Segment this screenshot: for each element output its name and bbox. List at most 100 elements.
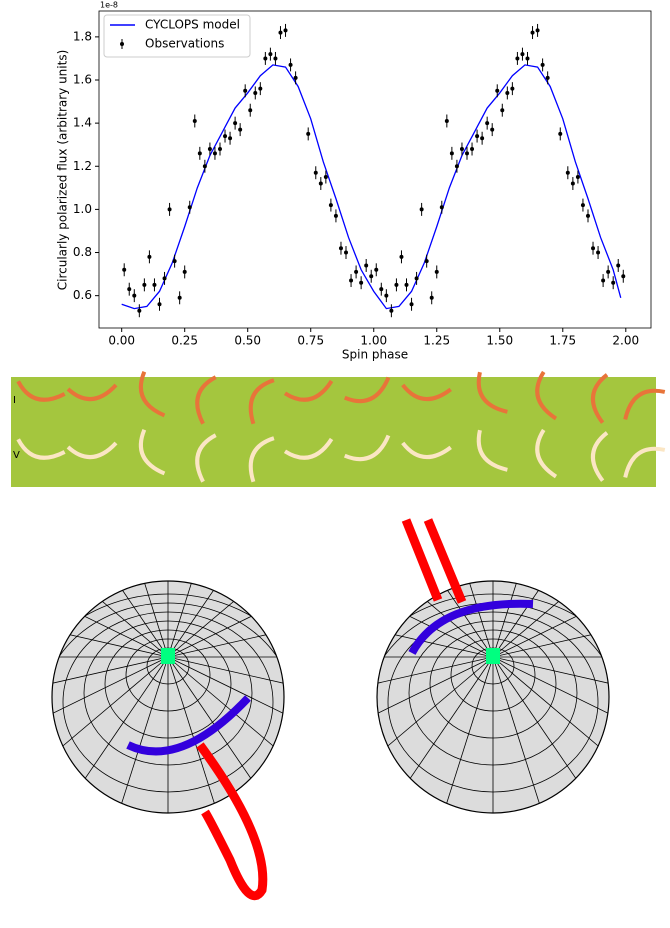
observation	[288, 62, 293, 67]
observation	[328, 203, 333, 208]
observation	[238, 127, 243, 132]
observation	[379, 287, 384, 292]
observation	[596, 250, 601, 255]
spectrum-arc	[623, 388, 666, 420]
observation	[152, 282, 157, 287]
observation	[349, 278, 354, 283]
observation	[192, 118, 197, 123]
meridian-line	[492, 599, 609, 658]
x-tick-label: 1.25	[423, 334, 450, 348]
observation	[228, 136, 233, 141]
meridian-line	[492, 581, 609, 658]
observation	[465, 151, 469, 156]
spectrum-arc	[401, 383, 452, 401]
spectrum-arc	[66, 383, 118, 401]
observation	[167, 207, 172, 212]
y-tick-label: 1.4	[73, 116, 92, 130]
observation	[258, 86, 263, 91]
observation	[172, 259, 177, 264]
meridian-line	[167, 581, 236, 658]
observation	[530, 30, 535, 35]
observation	[510, 86, 515, 91]
observation	[333, 213, 338, 218]
offset-label: 1e-8	[100, 1, 118, 10]
meridian-line	[167, 656, 284, 715]
spectrum-arc	[591, 373, 609, 424]
meridian-line	[492, 656, 609, 768]
observation	[263, 56, 268, 61]
meridian-line	[492, 581, 561, 658]
observation	[575, 175, 580, 180]
meridian-line	[492, 581, 609, 658]
y-tick-label: 1.0	[73, 202, 92, 216]
meridian-line	[377, 656, 494, 715]
observation	[570, 181, 575, 186]
observation	[505, 90, 510, 95]
pole-marker	[486, 648, 500, 664]
observation	[621, 274, 626, 279]
meridian-line	[377, 581, 494, 658]
observation	[580, 203, 585, 208]
observation	[515, 56, 520, 61]
y-axis-label: Circularly polarized flux (arbitrary uni…	[56, 50, 70, 291]
observation	[369, 274, 374, 279]
observation	[616, 263, 621, 268]
observation	[253, 90, 258, 95]
observation	[268, 52, 273, 57]
observation	[419, 207, 424, 212]
observation	[278, 30, 283, 35]
observation	[122, 267, 127, 272]
observation	[132, 293, 137, 298]
x-tick-label: 0.50	[234, 334, 261, 348]
spectrum-arc	[138, 428, 166, 476]
observation	[344, 250, 349, 255]
observation	[565, 170, 570, 175]
spectrum-arc	[248, 378, 275, 425]
x-tick-label: 1.75	[549, 334, 576, 348]
meridian-line	[52, 656, 169, 768]
accretion-stream	[401, 518, 467, 604]
observation	[374, 267, 379, 272]
spectrum-arc	[476, 429, 508, 472]
observation	[454, 164, 459, 169]
legend-label: Observations	[145, 37, 224, 51]
observation	[394, 282, 399, 287]
accretion-region	[126, 695, 251, 756]
observation	[545, 75, 550, 80]
meridian-line	[377, 656, 494, 768]
accretion-stream	[196, 742, 268, 901]
legend-label: CYCLOPS model	[145, 18, 240, 32]
spectrum-arc	[476, 371, 508, 414]
observation	[207, 147, 212, 152]
observation	[434, 269, 439, 274]
observation	[157, 302, 162, 307]
spectrum-arc	[623, 446, 666, 478]
spectrum-arc	[16, 438, 66, 460]
observation	[404, 282, 409, 287]
meridian-line	[377, 656, 494, 813]
meridian-line	[52, 656, 169, 813]
spectrum-arc	[283, 437, 334, 460]
observation	[414, 276, 419, 281]
observation	[558, 131, 563, 136]
spectrum-arc	[591, 431, 609, 482]
x-tick-label: 1.50	[486, 334, 513, 348]
y-tick-label: 1.8	[73, 29, 92, 43]
observation	[364, 263, 369, 268]
observation	[177, 295, 182, 300]
meridian-line	[167, 581, 284, 658]
observation	[142, 282, 147, 287]
meridian-line	[492, 656, 609, 813]
spectrum-arc	[138, 370, 166, 418]
observation	[480, 136, 485, 141]
meridian-line	[52, 581, 169, 658]
observation	[283, 28, 288, 33]
y-tick-label: 0.6	[73, 288, 92, 302]
meridian-line	[425, 656, 494, 813]
meridian-line	[100, 581, 169, 658]
observation	[485, 121, 490, 126]
meridian-line	[167, 599, 284, 658]
observation	[162, 276, 167, 281]
meridian-line	[492, 656, 609, 715]
pole-marker	[161, 648, 175, 664]
